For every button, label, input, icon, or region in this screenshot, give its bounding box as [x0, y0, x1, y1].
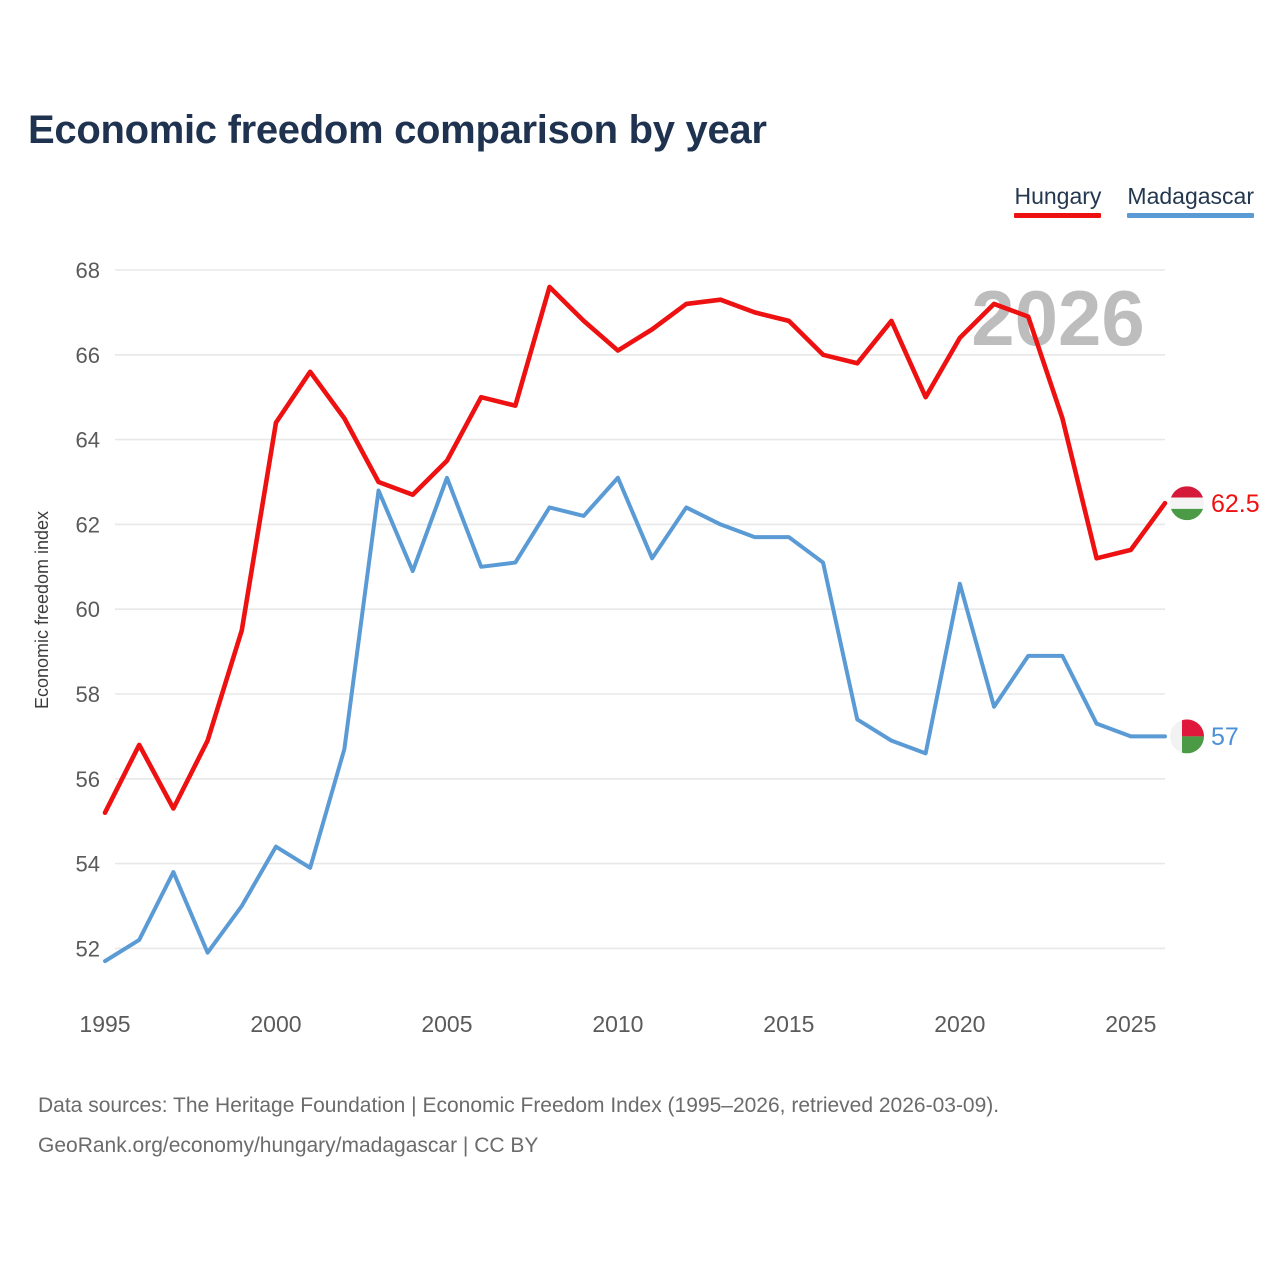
- madagascar-flag-marker: [1170, 719, 1204, 754]
- y-tick-label: 64: [76, 428, 100, 453]
- x-tick-label: 2010: [592, 1011, 643, 1037]
- hungary-end-value-label: 62.5: [1211, 490, 1260, 518]
- footer-attribution: Data sources: The Heritage Foundation | …: [38, 1086, 999, 1166]
- y-axis-title: Economic freedom index: [32, 511, 52, 709]
- footer-line-2: GeoRank.org/economy/hungary/madagascar |…: [38, 1134, 539, 1157]
- legend-label-madagascar: Madagascar: [1127, 183, 1254, 209]
- chart-legend: Hungary Madagascar: [1014, 182, 1254, 218]
- y-tick-label: 68: [76, 258, 100, 283]
- y-tick-label: 56: [76, 767, 100, 792]
- madagascar-flag-band-red: [1182, 719, 1204, 737]
- y-tick-label: 52: [76, 936, 100, 961]
- legend-item-hungary[interactable]: Hungary: [1014, 182, 1102, 218]
- y-tick-label: 58: [76, 682, 100, 707]
- y-axis-tick-labels: 52 54 56 58 60 62 64 66 68: [76, 258, 100, 961]
- x-tick-label: 2020: [934, 1011, 985, 1037]
- x-axis-tick-labels: 1995 2000 2005 2010 2015 2020 2025: [79, 1011, 1156, 1037]
- hungary-flag-band-green: [1170, 508, 1204, 521]
- x-tick-label: 2000: [250, 1011, 301, 1037]
- legend-swatch-madagascar: [1127, 213, 1254, 218]
- series-line-madagascar: [103, 475, 1167, 964]
- legend-label-hungary: Hungary: [1014, 183, 1102, 209]
- footer-line-1: Data sources: The Heritage Foundation | …: [38, 1094, 1000, 1117]
- year-watermark: 2026: [971, 274, 1145, 362]
- legend-swatch-hungary: [1014, 213, 1102, 218]
- y-tick-label: 54: [76, 852, 100, 877]
- hungary-flag-band-red: [1170, 486, 1204, 498]
- x-tick-label: 2005: [421, 1011, 472, 1037]
- end-markers: [1170, 486, 1204, 754]
- x-tick-label: 1995: [79, 1011, 130, 1037]
- page-title: Economic freedom comparison by year: [28, 108, 767, 152]
- gridlines: [115, 269, 1165, 950]
- x-tick-label: 2025: [1105, 1011, 1156, 1037]
- y-tick-label: 62: [76, 512, 100, 537]
- hungary-flag-band-white: [1170, 497, 1204, 509]
- madagascar-end-value-label: 57: [1211, 723, 1239, 751]
- series-line-hungary: [102, 284, 1168, 816]
- y-tick-label: 66: [76, 343, 100, 368]
- legend-item-madagascar[interactable]: Madagascar: [1127, 182, 1254, 218]
- y-tick-label: 60: [76, 597, 100, 622]
- series-lines: [102, 284, 1168, 964]
- hungary-flag-marker: [1170, 486, 1204, 521]
- madagascar-flag-band-green: [1182, 736, 1204, 754]
- x-tick-label: 2015: [763, 1011, 814, 1037]
